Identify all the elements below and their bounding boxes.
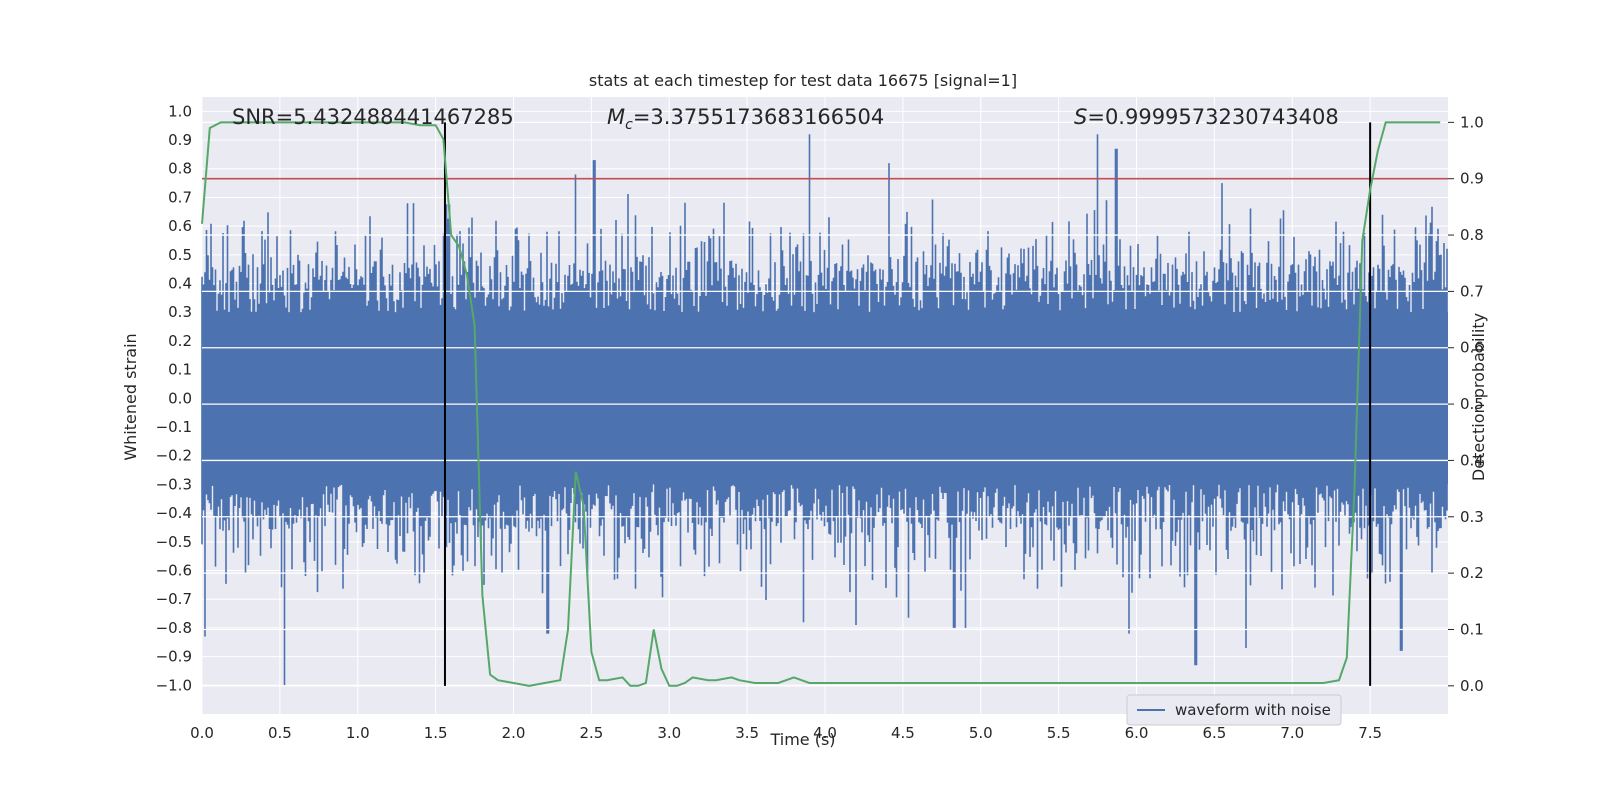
x-tick-label: 2.5: [579, 724, 603, 742]
y-tick-label: 0.4: [168, 275, 192, 293]
y2-tick-label: 0.7: [1460, 282, 1484, 300]
y2-tick-labels: 1.0 0.9 0.8 0.7 0.6 0.5 0.4 0.3 0.2 0.1 0.0: [1448, 113, 1484, 695]
x-tick-label: 6.0: [1125, 724, 1149, 742]
y-tick-label: 0.8: [168, 160, 192, 178]
y-tick-label: 0.3: [168, 303, 192, 321]
y-tick-label: −0.4: [156, 504, 192, 522]
score-symbol: S: [1074, 105, 1087, 129]
y-tick-label: 0.1: [168, 361, 192, 379]
chirp-mass-value: =3.3755173683166504: [633, 105, 884, 129]
y-tick-label: −0.2: [156, 447, 192, 465]
y2-tick-label: 1.0: [1460, 113, 1484, 131]
snr-annotation: SNR=5.432488441467285: [232, 105, 514, 129]
y-tick-label: 0.0: [168, 389, 192, 407]
y2-tick-label: 0.2: [1460, 564, 1484, 582]
x-tick-label: 7.0: [1280, 724, 1304, 742]
score-value: =0.9999573230743408: [1087, 105, 1338, 129]
y2-tick-label: 0.8: [1460, 226, 1484, 244]
y2-tick-label: 0.0: [1460, 677, 1484, 695]
x-tick-label: 0.5: [268, 724, 292, 742]
score-annotation: S=0.9999573230743408: [1074, 105, 1339, 129]
x-tick-label: 5.5: [1047, 724, 1071, 742]
x-tick-labels: 0.0 0.5 1.0 1.5 2.0 2.5 3.0 3.5 4.0 4.5 5.0 5.5 6.0 6…: [190, 724, 1382, 742]
x-tick-label: 3.5: [735, 724, 759, 742]
legend-box: [1126, 694, 1342, 726]
chirp-mass-subscript: c: [625, 117, 633, 133]
y2-tick-label: 0.6: [1460, 339, 1484, 357]
x-tick-label: 7.5: [1358, 724, 1382, 742]
y-tick-label: −0.8: [156, 619, 192, 637]
y-tick-label: −0.7: [156, 590, 192, 608]
y2-tick-label: 0.4: [1460, 451, 1484, 469]
x-tick-label: 3.0: [657, 724, 681, 742]
x-axis-label: Time (s): [769, 730, 835, 749]
y2-tick-label: 0.5: [1460, 395, 1484, 413]
x-tick-label: 4.5: [891, 724, 915, 742]
chirp-mass-annotation: Mc=3.3755173683166504: [607, 105, 884, 133]
legend-label: waveform with noise: [1175, 701, 1331, 719]
y-tick-label: 0.9: [168, 131, 192, 149]
x-tick-label: 1.0: [346, 724, 370, 742]
chirp-mass-symbol: M: [607, 105, 625, 129]
x-tick-label: 6.5: [1202, 724, 1226, 742]
y-tick-label: −0.6: [156, 562, 192, 580]
y-tick-label: −1.0: [156, 676, 192, 694]
y-tick-labels: 1.0 0.9 0.8 0.7 0.6 0.5 0.4 0.3 0.2 0.1 0.0 −0.1 −0.…: [156, 102, 192, 694]
y-tick-label: −0.9: [156, 648, 192, 666]
x-tick-label: 1.5: [424, 724, 448, 742]
x-tick-label: 2.0: [502, 724, 526, 742]
x-tick-label: 0.0: [190, 724, 214, 742]
y-tick-label: 0.2: [168, 332, 192, 350]
y2-tick-label: 0.3: [1460, 508, 1484, 526]
y-tick-label: −0.5: [156, 533, 192, 551]
waveform-core: [202, 312, 1448, 485]
y-tick-label: −0.3: [156, 475, 192, 493]
y2-axis-label: Detection probability: [1469, 313, 1488, 481]
chart-title: stats at each timestep for test data 166…: [589, 71, 1017, 90]
probability-line: [201, 121, 1441, 687]
y-tick-label: 1.0: [168, 102, 192, 120]
waveform-series: [201, 134, 1448, 686]
y2-tick-label: 0.1: [1460, 620, 1484, 638]
overlay-lines: [201, 121, 1448, 687]
y-tick-label: 0.6: [168, 217, 192, 235]
x-tick-label: 4.0: [813, 724, 837, 742]
y-tick-label: −0.1: [156, 418, 192, 436]
y-axis-label: Whitened strain: [121, 333, 140, 460]
y-tick-label: 0.7: [168, 188, 192, 206]
y2-tick-label: 0.9: [1460, 170, 1484, 188]
y-tick-label: 0.5: [168, 246, 192, 264]
x-tick-label: 5.0: [969, 724, 993, 742]
legend: waveform with noise: [1126, 694, 1342, 726]
